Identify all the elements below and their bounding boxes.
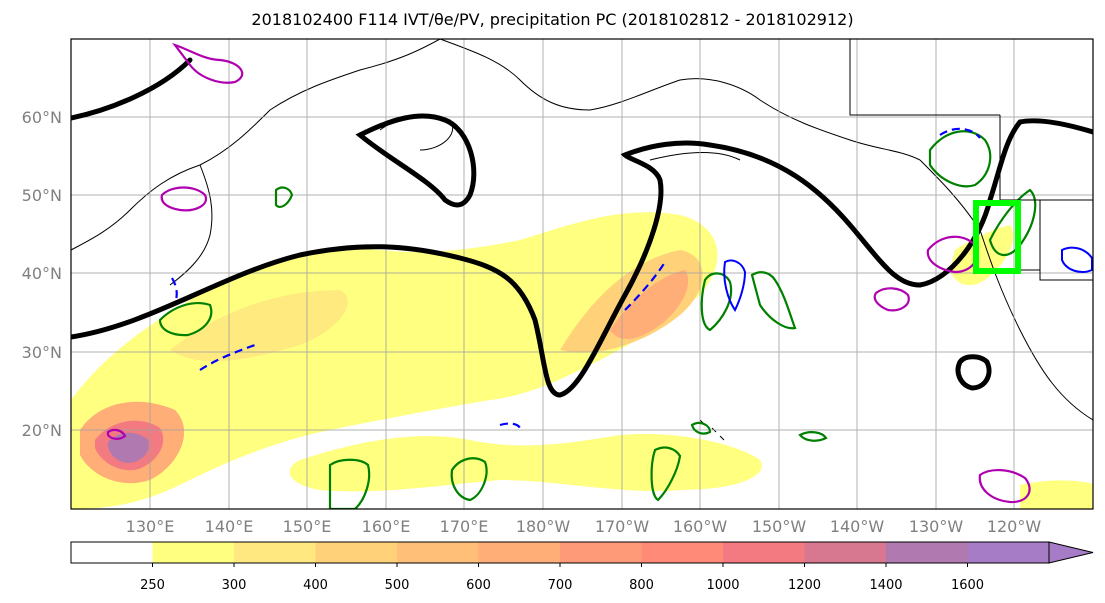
colorbar-label: 300: [222, 578, 247, 593]
colorbar-label: 1200: [788, 578, 821, 593]
colorbar-segment: [967, 542, 1050, 563]
lon-tick-160w: 160°W: [673, 517, 728, 536]
colorbar-segment: [560, 542, 642, 563]
colorbar-segment: [886, 542, 968, 563]
colorbar-label: 600: [466, 578, 491, 593]
lon-tick-150e: 150°E: [283, 517, 332, 536]
map-frame: [70, 38, 1094, 510]
lat-tick-40: 40°N: [22, 264, 62, 283]
negative-solid-contours: [723, 246, 1093, 312]
colorbar-label: 1000: [706, 578, 739, 593]
colorbar-segment: [315, 542, 398, 563]
lon-tick-130w: 130°W: [909, 517, 964, 536]
colorbar-segment: [71, 542, 153, 563]
negative-contours: [171, 127, 981, 429]
precip-contours: [158, 130, 1037, 509]
lon-tick-160e: 160°E: [362, 517, 411, 536]
longitude-labels: 130°E 140°E 150°E 160°E 170°E 180°W 170°…: [126, 517, 1042, 536]
lon-tick-170e: 170°E: [440, 517, 489, 536]
figure-title: 2018102400 F114 IVT/θe/PV, precipitation…: [251, 10, 854, 29]
colorbar: 250 300 400 500 600 700 800 1000 1200 1400 1600: [70, 541, 1094, 593]
colorbar-label: 400: [303, 578, 328, 593]
lon-tick-170w: 170°W: [595, 517, 650, 536]
lon-tick-130e: 130°E: [126, 517, 175, 536]
target-region-box: [973, 200, 1021, 274]
lat-tick-30: 30°N: [22, 343, 62, 362]
lat-tick-60: 60°N: [22, 108, 62, 127]
theta-e-contour: [71, 57, 1093, 398]
colorbar-segment: [641, 542, 724, 563]
colorbar-label: 1600: [951, 578, 984, 593]
lat-tick-20: 20°N: [22, 421, 62, 440]
colorbar-label: 500: [385, 578, 410, 593]
ivt-shading: [71, 212, 1093, 509]
colorbar-segment: [478, 542, 561, 563]
colorbar-extend-arrow: [1048, 541, 1094, 564]
graticule: [71, 39, 1093, 509]
colorbar-label: 250: [140, 578, 165, 593]
colorbar-segment: [152, 542, 235, 563]
lon-tick-150w: 150°W: [752, 517, 807, 536]
lon-tick-140e: 140°E: [205, 517, 254, 536]
colorbar-label: 1400: [869, 578, 902, 593]
colorbar-segment: [723, 542, 805, 563]
colorbar-segment: [397, 542, 479, 563]
lon-tick-180w: 180°W: [516, 517, 571, 536]
colorbar-label: 700: [548, 578, 573, 593]
lon-tick-140w: 140°W: [830, 517, 885, 536]
lat-tick-50: 50°N: [22, 186, 62, 205]
colorbar-segment: [804, 542, 887, 563]
lon-tick-120w: 120°W: [987, 517, 1042, 536]
latitude-labels: 60°N 50°N 40°N 30°N 20°N: [22, 108, 62, 440]
colorbar-segment: [234, 542, 316, 563]
colorbar-label: 800: [629, 578, 654, 593]
